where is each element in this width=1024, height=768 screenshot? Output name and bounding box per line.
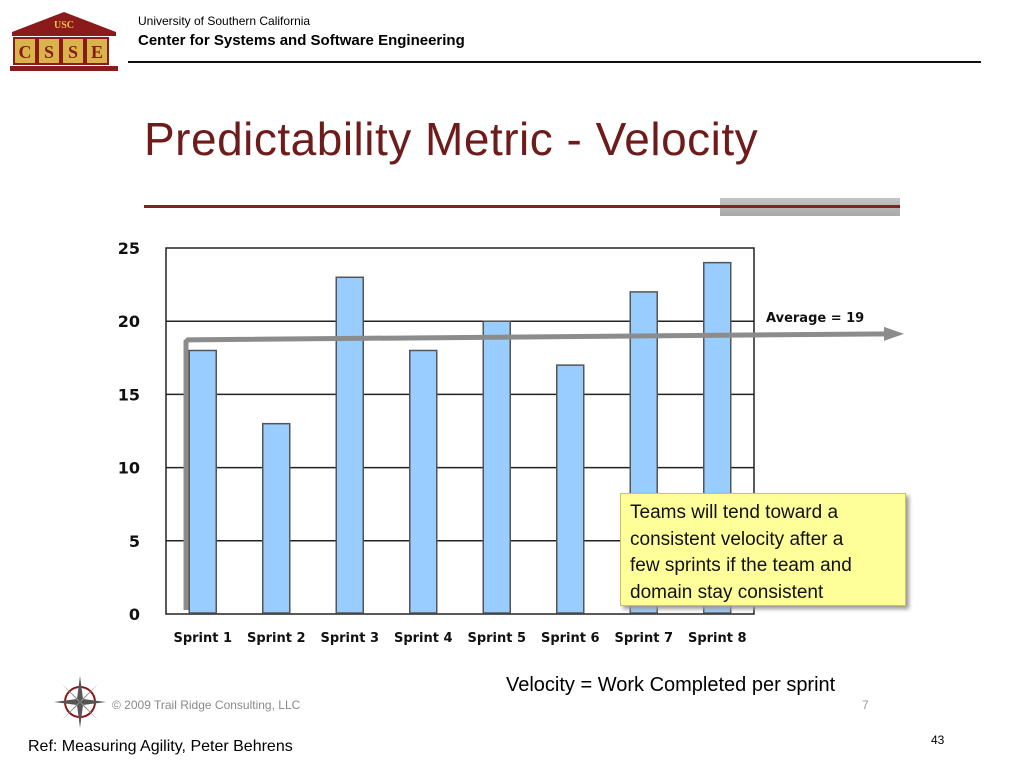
y-tick-label: 10	[118, 459, 140, 478]
svg-text:E: E	[91, 42, 103, 62]
x-tick-label: Sprint 2	[247, 631, 306, 646]
title-divider	[144, 205, 900, 208]
y-tick-label: 0	[129, 605, 140, 624]
bar	[556, 364, 585, 614]
bar	[262, 422, 291, 614]
source-page-number: 7	[862, 698, 869, 712]
velocity-caption: Velocity = Work Completed per sprint	[506, 674, 836, 696]
chart-x-ticks: Sprint 1 Sprint 2 Sprint 3 Sprint 4 Sprint 5…	[173, 631, 746, 646]
average-line	[183, 331, 891, 610]
chart-average: Average = 19	[183, 311, 904, 610]
y-tick-label: 25	[118, 239, 140, 258]
x-tick-label: Sprint 8	[688, 631, 747, 646]
x-tick-label: Sprint 3	[320, 631, 379, 646]
x-tick-label: Sprint 4	[394, 631, 453, 646]
university-name: University of Southern California	[138, 14, 311, 28]
header-divider	[128, 61, 981, 63]
copyright-text: © 2009 Trail Ridge Consulting, LLC	[112, 698, 301, 712]
svg-text:S: S	[68, 42, 78, 62]
bar	[409, 349, 438, 614]
bar	[335, 276, 364, 614]
bar	[482, 320, 511, 614]
plot-frame	[165, 247, 755, 615]
callout-note: Teams will tend toward a consistent velo…	[620, 493, 906, 606]
y-tick-label: 15	[118, 385, 140, 404]
reference-text: Ref: Measuring Agility, Peter Behrens	[28, 738, 293, 755]
logo-letters: C S S E	[13, 37, 109, 65]
csse-logo: USC C S S E	[10, 12, 118, 71]
callout-line: consistent velocity after a	[630, 528, 844, 550]
x-tick-label: Sprint 5	[467, 631, 526, 646]
average-arrowhead	[884, 326, 904, 341]
chart-y-ticks: 0 5 10 15 20 25	[118, 239, 140, 624]
x-tick-label: Sprint 7	[614, 631, 673, 646]
svg-text:C: C	[19, 42, 32, 62]
slide-title: Predictability Metric - Velocity	[144, 113, 759, 165]
center-name: Center for Systems and Software Engineer…	[138, 32, 465, 49]
logo-banner: USC	[54, 20, 74, 31]
callout-line: Teams will tend toward a	[630, 502, 839, 523]
svg-text:S: S	[44, 42, 54, 62]
page-number: 43	[931, 733, 945, 747]
y-tick-label: 20	[118, 312, 140, 331]
callout-line: domain stay consistent	[630, 581, 824, 603]
compass-rose-icon	[54, 676, 106, 728]
y-tick-label: 5	[129, 532, 140, 551]
callout-line: few sprints if the team and	[630, 555, 852, 576]
x-tick-label: Sprint 1	[173, 631, 232, 646]
x-tick-label: Sprint 6	[541, 631, 600, 646]
average-label: Average = 19	[766, 311, 864, 326]
bar	[188, 349, 217, 614]
